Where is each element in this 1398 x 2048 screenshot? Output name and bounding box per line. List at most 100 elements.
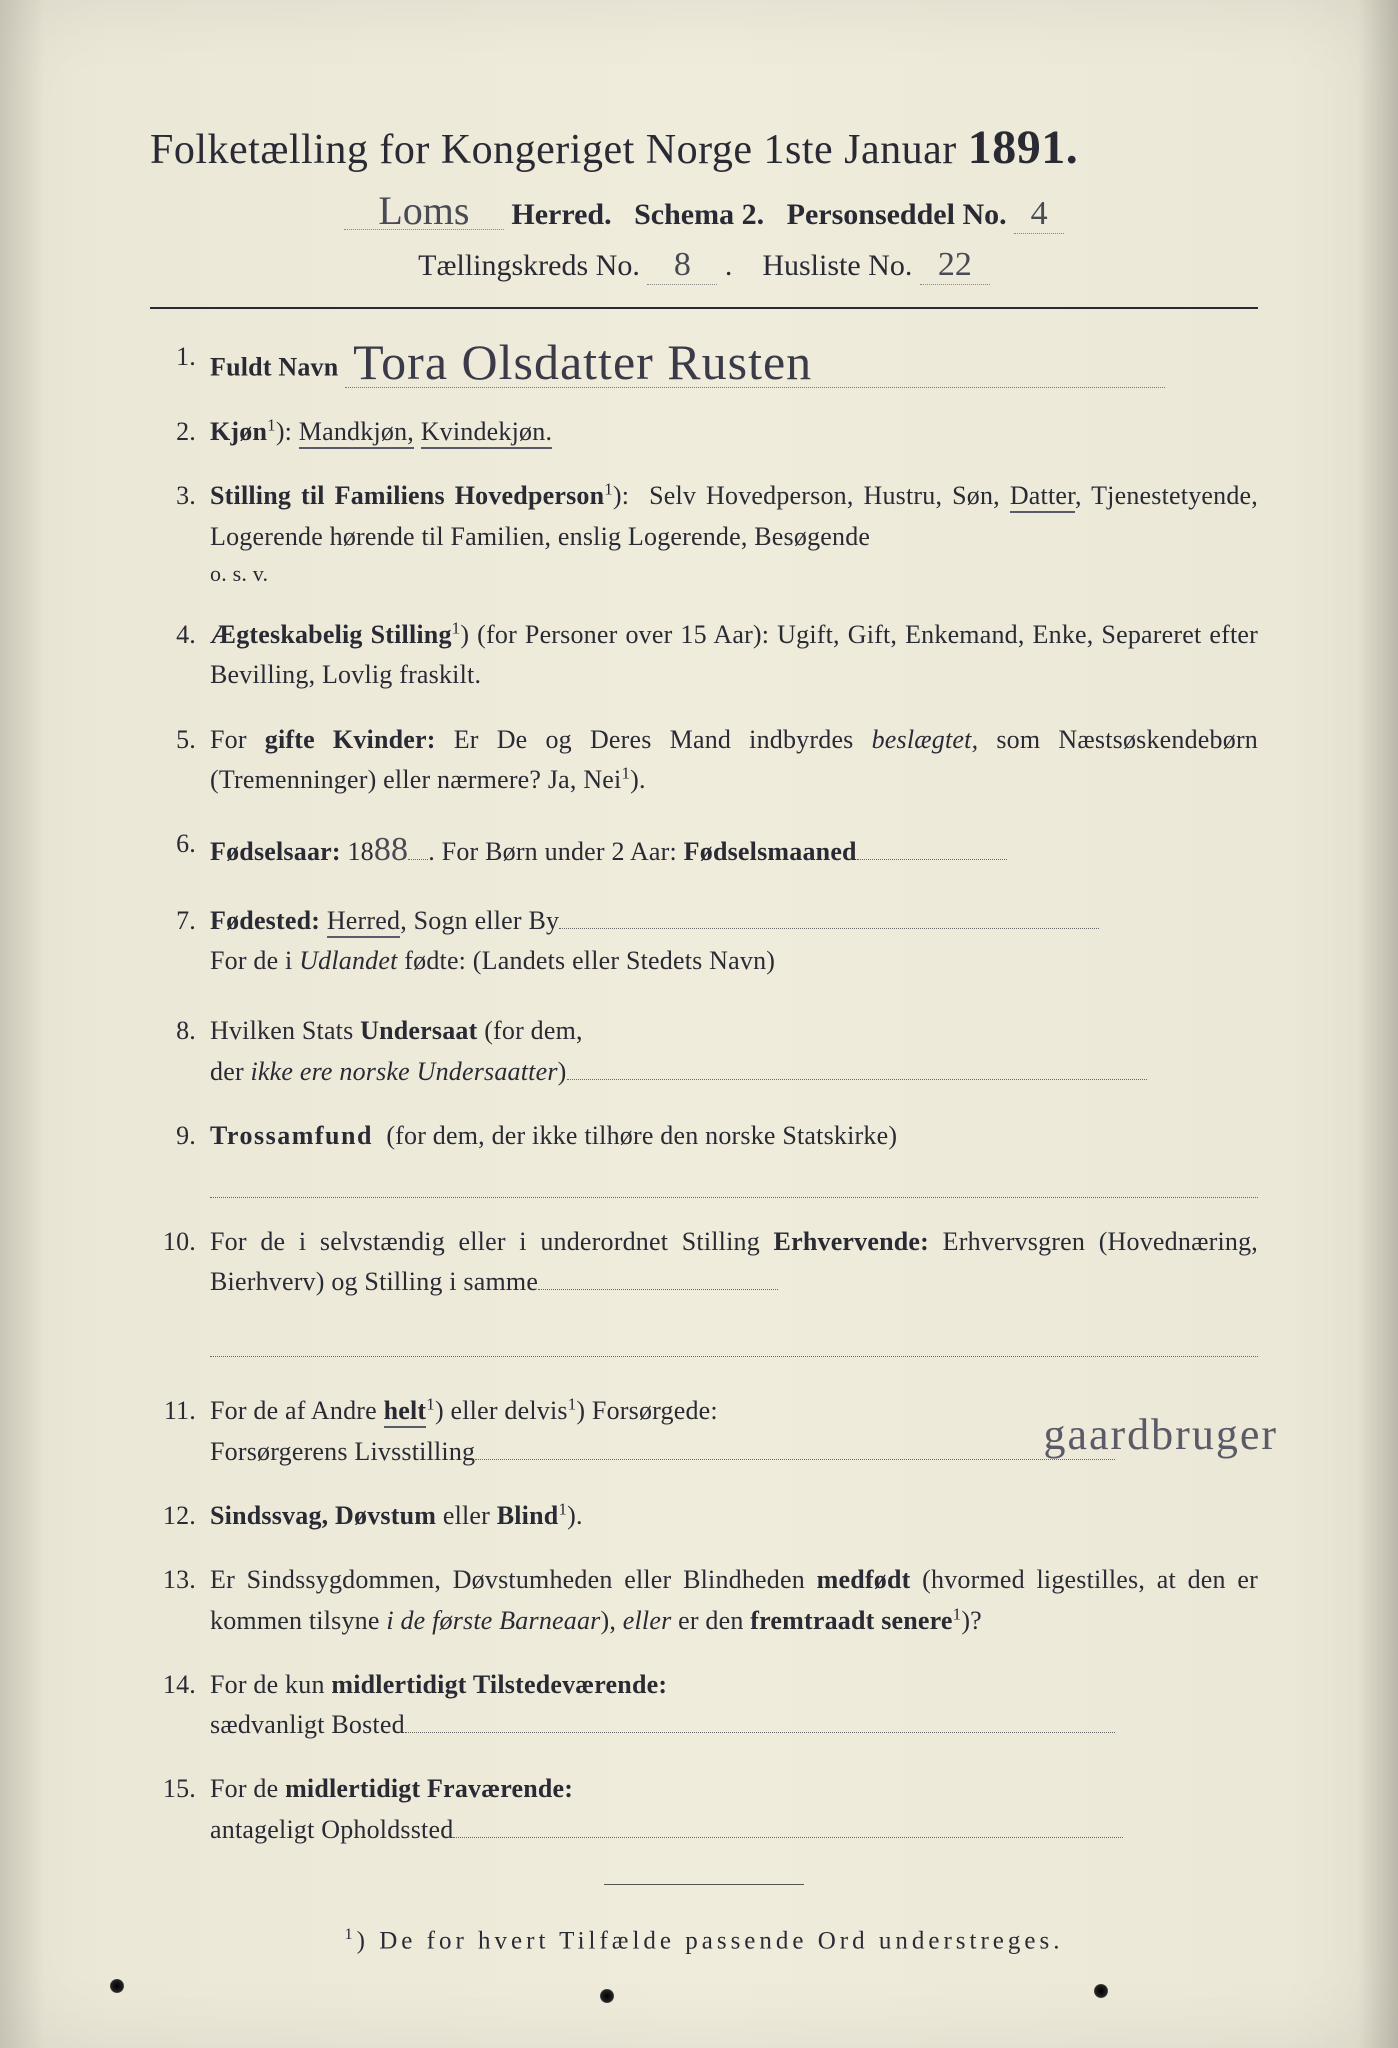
- item-body: Er Sindssygdommen, Døvstumheden eller Bl…: [210, 1560, 1258, 1641]
- main-title: Folketælling for Kongeriget Norge 1ste J…: [150, 120, 1258, 175]
- item-number: 3.: [150, 476, 210, 591]
- pre: Hvilken Stats: [210, 1016, 360, 1045]
- line2b: fødte: (Landets eller Stedets Navn): [398, 946, 776, 975]
- fill-line: [210, 1166, 1258, 1197]
- pre: For de i selvstændig eller i underordnet…: [210, 1227, 774, 1256]
- header-block: Folketælling for Kongeriget Norge 1ste J…: [150, 120, 1258, 285]
- herred-value: Loms: [344, 193, 504, 230]
- option-kvindekjon: Kvindekjøn.: [421, 417, 552, 449]
- italic2: eller: [623, 1606, 672, 1635]
- label: Kjøn: [210, 417, 267, 446]
- after: . For Børn under 2 Aar:: [428, 837, 683, 866]
- pre: For de: [210, 1774, 285, 1803]
- sup: 1: [426, 1395, 435, 1414]
- census-page: Folketælling for Kongeriget Norge 1ste J…: [0, 0, 1398, 2048]
- item-body: Kjøn1): Mandkjøn, Kvindekjøn.: [210, 412, 1258, 452]
- item-body: For de midlertidigt Fraværende: antageli…: [210, 1769, 1258, 1850]
- pre: For: [210, 725, 265, 754]
- personseddel-label: Personseddel No.: [787, 198, 1007, 231]
- label2: Blind: [497, 1501, 559, 1530]
- fill: [453, 1837, 1123, 1838]
- sup: 1: [558, 1499, 567, 1518]
- name-value: Tora Olsdatter Rusten: [345, 337, 1165, 388]
- line2i: Udlandet: [299, 946, 397, 975]
- item-6: 6. Fødselsaar: 1888. For Børn under 2 Aa…: [150, 824, 1258, 877]
- label: Undersaat: [360, 1016, 477, 1045]
- item-body: Ægteskabelig Stilling1) (for Personer ov…: [210, 615, 1258, 696]
- husliste-value: 22: [920, 246, 990, 285]
- item-2: 2. Kjøn1): Mandkjøn, Kvindekjøn.: [150, 412, 1258, 452]
- pre: For de kun: [210, 1670, 331, 1699]
- item-number: 15.: [150, 1769, 210, 1850]
- item-3: 3. Stilling til Familiens Hovedperson1):…: [150, 476, 1258, 591]
- item-body: For de i selvstændig eller i underordnet…: [210, 1222, 1258, 1358]
- fill: [405, 1732, 1115, 1733]
- footnote-sup: 1: [345, 1925, 357, 1943]
- label: Ægteskabelig Stilling: [210, 620, 452, 649]
- after3: er den: [671, 1606, 750, 1635]
- sup: 1: [621, 763, 630, 782]
- item-body: Fødested: Herred, Sogn eller By For de i…: [210, 901, 1258, 982]
- sup: 1: [604, 480, 613, 499]
- herred-label: Herred.: [511, 198, 611, 231]
- label: Fødested:: [210, 906, 320, 935]
- item-number: 7.: [150, 901, 210, 982]
- italic1: i de første Barneaar: [386, 1606, 600, 1635]
- line2a: For de i: [210, 946, 299, 975]
- personseddel-value: 4: [1014, 195, 1064, 234]
- item-body: Sindssvag, Døvstum eller Blind1).: [210, 1496, 1258, 1536]
- label: Fødselsaar:: [210, 837, 341, 866]
- label2: fremtraadt senere: [750, 1606, 952, 1635]
- item-body: Trossamfund (for dem, der ikke tilhøre d…: [210, 1116, 1258, 1197]
- item-number: 10.: [150, 1222, 210, 1358]
- label: midlertidigt Tilstedeværende:: [331, 1670, 667, 1699]
- item-13: 13. Er Sindssygdommen, Døvstumheden elle…: [150, 1560, 1258, 1641]
- label: Sindssvag, Døvstum: [210, 1501, 436, 1530]
- item-body: Fødselsaar: 1888. For Børn under 2 Aar: …: [210, 824, 1258, 877]
- fill: [538, 1289, 778, 1290]
- item-14: 14. For de kun midlertidigt Tilstedevære…: [150, 1665, 1258, 1746]
- after: (for dem,: [478, 1016, 583, 1045]
- item-number: 1.: [150, 337, 210, 388]
- fill: [559, 928, 1099, 929]
- item-body: For gifte Kvinder: Er De og Deres Mand i…: [210, 720, 1258, 801]
- line2b: ): [558, 1057, 567, 1086]
- item-number: 2.: [150, 412, 210, 452]
- item-number: 12.: [150, 1496, 210, 1536]
- after4: )?: [961, 1606, 982, 1635]
- option-mandkjon: Mandkjøn,: [299, 417, 414, 449]
- footnote-text: ) De for hvert Tilfælde passende Ord und…: [357, 1927, 1064, 1954]
- kreds-label: Tællingskreds No.: [418, 249, 640, 282]
- herred-line: Loms Herred. Schema 2. Personseddel No. …: [150, 193, 1258, 234]
- divider-thin: [604, 1884, 804, 1885]
- item-number: 13.: [150, 1560, 210, 1641]
- fill-line: [210, 1326, 1258, 1357]
- after: Er De og Deres Mand indbyrdes: [436, 725, 872, 754]
- fill: [857, 859, 1007, 860]
- osv: o. s. v.: [210, 557, 1258, 591]
- item-12: 12. Sindssvag, Døvstum eller Blind1).: [150, 1496, 1258, 1536]
- option-herred: Herred: [327, 906, 400, 938]
- label: medfødt: [817, 1565, 911, 1594]
- item-body: For de kun midlertidigt Tilstedeværende:…: [210, 1665, 1258, 1746]
- mid: ) eller delvis: [435, 1396, 568, 1425]
- mid: eller: [436, 1501, 497, 1530]
- line2i: ikke ere norske Undersaatter: [251, 1057, 558, 1086]
- label: midlertidigt Fraværende:: [285, 1774, 573, 1803]
- binding-hole: [110, 1979, 124, 1993]
- label: gifte Kvinder:: [265, 725, 436, 754]
- option-datter: Datter: [1010, 481, 1075, 513]
- title-text: Folketælling for Kongeriget Norge 1ste J…: [150, 127, 968, 173]
- item-number: 14.: [150, 1665, 210, 1746]
- after: ).: [567, 1501, 583, 1530]
- after: (for dem, der ikke tilhøre den norske St…: [380, 1121, 898, 1150]
- binding-hole: [1094, 1984, 1108, 1998]
- item-body: For de af Andre helt1) eller delvis1) Fo…: [210, 1391, 1258, 1472]
- kreds-value: 8: [647, 246, 717, 285]
- label: Trossamfund: [210, 1121, 373, 1150]
- sup: 1: [267, 415, 276, 434]
- item-5: 5. For gifte Kvinder: Er De og Deres Man…: [150, 720, 1258, 801]
- label2: Fødselsmaaned: [684, 837, 857, 866]
- pre: Er Sindssygdommen, Døvstumheden eller Bl…: [210, 1565, 817, 1594]
- item-body: Stilling til Familiens Hovedperson1): Se…: [210, 476, 1258, 591]
